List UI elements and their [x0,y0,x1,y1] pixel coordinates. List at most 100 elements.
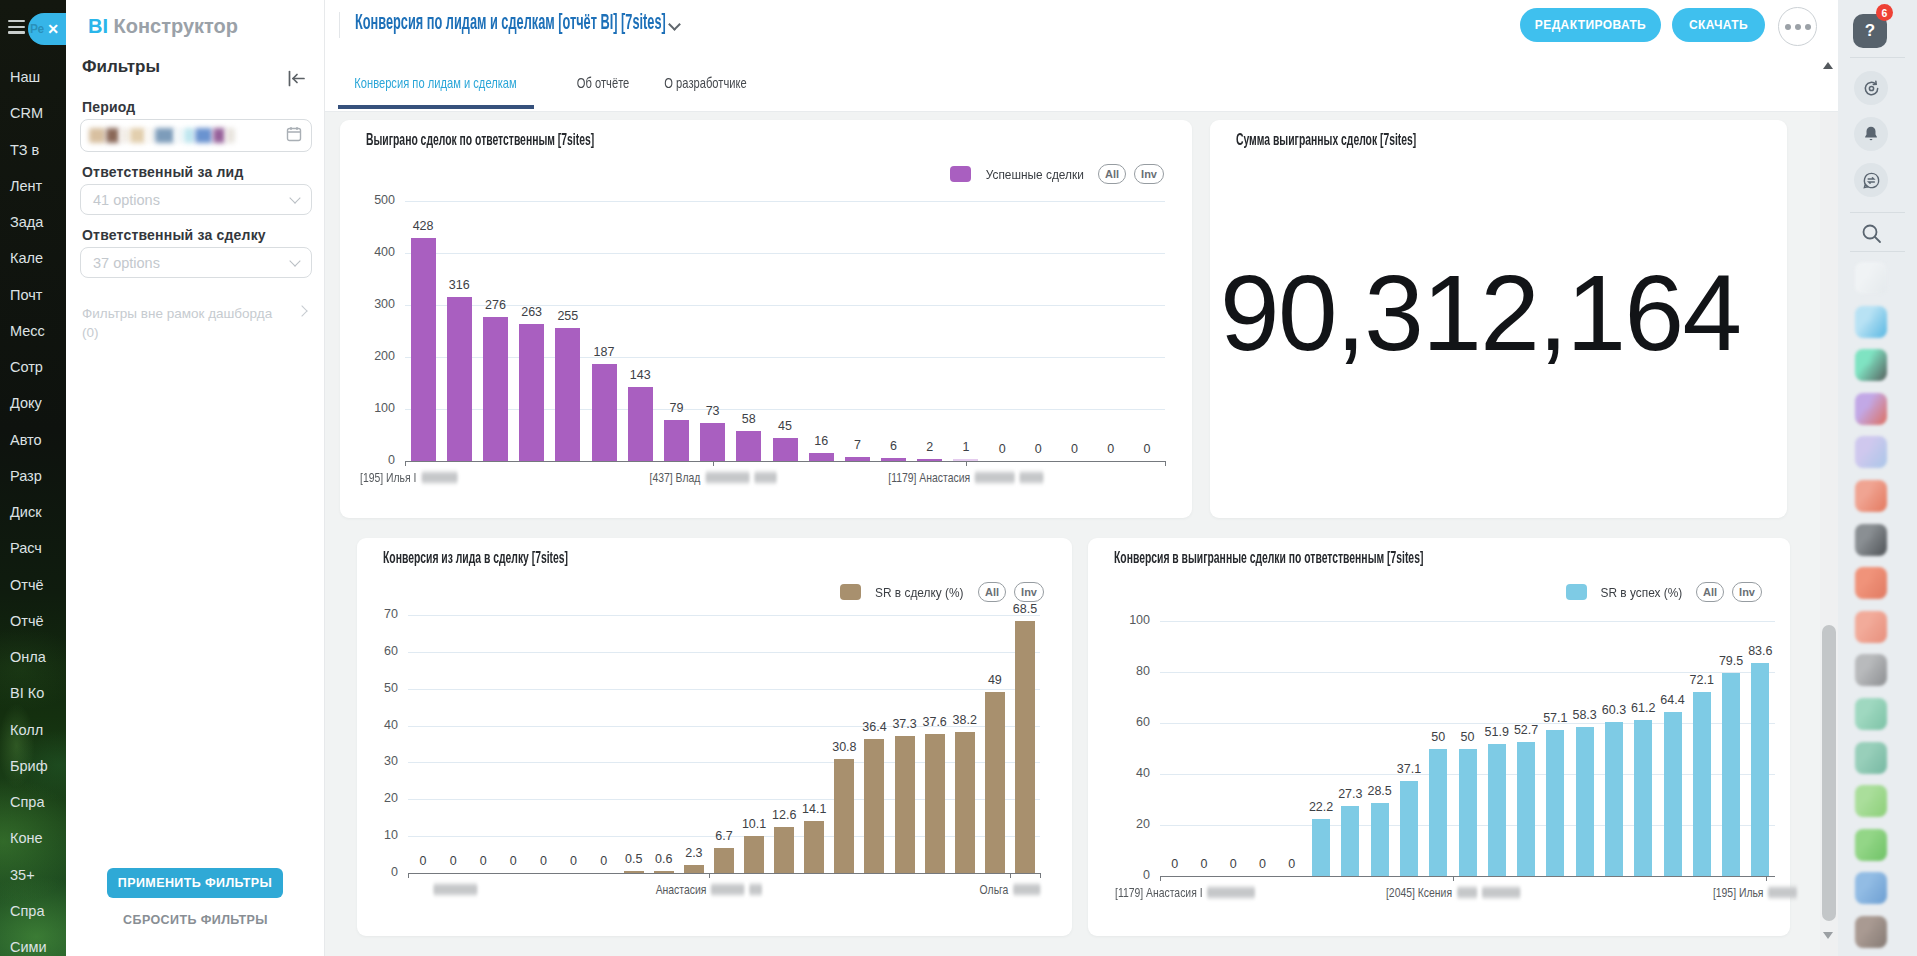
search-icon[interactable] [1860,222,1883,249]
edit-button[interactable]: РЕДАКТИРОВАТЬ [1520,8,1661,42]
bar [1015,621,1035,873]
sidebar-item[interactable]: Сотр [0,359,62,375]
sidebar-item[interactable]: Коне [0,830,62,846]
toggle-inv[interactable]: Inv [1014,582,1044,602]
toggle-all[interactable]: All [1098,164,1126,184]
scrollbar-thumb[interactable] [1822,625,1836,921]
collapse-panel-icon[interactable] [287,70,306,91]
sidebar-item[interactable]: 35+ [0,867,62,883]
bar-value-label: 6.7 [702,829,746,843]
avatar[interactable] [1855,872,1887,904]
download-button[interactable]: СКАЧАТЬ [1672,8,1765,42]
chevron-down-icon [289,192,300,203]
period-value-blur [184,128,194,143]
sidebar-item[interactable]: Спра [0,903,62,919]
more-options-button[interactable] [1778,7,1817,46]
bar-value-label: 0 [1270,857,1314,871]
avatar[interactable] [1855,916,1887,948]
legend-label: SR в сделку (%) [876,585,964,600]
toggle-inv[interactable]: Inv [1732,582,1762,602]
toggle-all[interactable]: All [978,582,1006,602]
y-tick-label: 300 [340,297,395,311]
title-chevron-icon[interactable] [668,18,681,31]
x-axis-label: [437] Влад [649,470,776,485]
reset-filters-button[interactable]: СБРОСИТЬ ФИЛЬТРЫ [66,913,325,927]
avatar[interactable] [1855,436,1887,468]
notifications-button[interactable] [1854,117,1888,151]
sidebar-item[interactable]: Месс [0,323,62,339]
avatar[interactable] [1855,524,1887,556]
outside-filters-link[interactable]: Фильтры вне рамок дашборда (0) [82,304,310,342]
sidebar-item[interactable]: Бриф [0,758,62,774]
bar [684,865,704,873]
sidebar-item[interactable]: Отчё [0,613,62,629]
avatar[interactable] [1855,829,1887,861]
filters-title: Фильтры [82,57,160,77]
chart-legend: SR в успех (%)AllInv [1566,582,1762,602]
history-button[interactable] [1854,71,1888,105]
menu-icon[interactable] [8,20,25,37]
blurred-name [1768,887,1797,898]
toggle-all[interactable]: All [1696,582,1724,602]
sidebar-item[interactable]: Наш [0,69,62,85]
avatar[interactable] [1855,393,1887,425]
sidebar-item[interactable]: Отчё [0,577,62,593]
gridline [408,689,1040,690]
apply-filters-button[interactable]: ПРИМЕНИТЬ ФИЛЬТРЫ [107,868,283,898]
deal-owner-select[interactable]: 37 options [80,247,312,278]
chevron-down-icon [289,255,300,266]
x-axis-tick [1165,461,1166,466]
sidebar-item[interactable]: ТЗ в [0,142,62,158]
y-tick-label: 0 [1088,868,1150,882]
sidebar-item[interactable]: CRM [0,105,62,121]
avatar[interactable] [1855,480,1887,512]
avatar[interactable] [1855,611,1887,643]
sidebar-item[interactable]: Почт [0,287,62,303]
avatar[interactable] [1855,262,1887,294]
page-header: Конверсия по лидам и сделкам [отчёт BI] … [325,0,1838,112]
bar [592,364,617,461]
sidebar-item[interactable]: Разр [0,468,62,484]
chat-button[interactable] [1854,163,1888,197]
tab-conversion[interactable]: Конверсия по лидам и сделкам [338,58,534,108]
avatar[interactable] [1855,654,1887,686]
avatar[interactable] [1855,349,1887,381]
page-title[interactable]: Конверсия по лидам и сделкам [отчёт BI] … [355,9,666,35]
sidebar-item[interactable]: Колл [0,722,62,738]
avatar[interactable] [1855,742,1887,774]
period-input[interactable] [80,119,312,152]
sidebar-item[interactable]: Зада [0,214,62,230]
bar [624,871,644,873]
avatar[interactable] [1855,306,1887,338]
filters-panel: BI Конструктор Фильтры Период Ответствен… [66,0,325,956]
x-axis-tick [1010,873,1011,878]
lead-owner-select[interactable]: 41 options [80,184,312,215]
sidebar-item[interactable]: Расч [0,540,62,556]
avatar[interactable] [1855,698,1887,730]
sidebar-item[interactable]: Сими [0,939,62,955]
scroll-down-arrow[interactable] [1823,932,1833,939]
sidebar-item[interactable]: Кале [0,250,62,266]
blurred-name [754,472,776,483]
sidebar-item[interactable]: Спра [0,794,62,810]
y-tick-label: 0 [340,453,395,467]
bar [864,739,884,873]
avatar[interactable] [1855,567,1887,599]
app-sidebar: Ре ✕ Наш CRM ТЗ в Лент Зада Кале Почт Месс Сотр Д… [0,0,66,956]
sidebar-item[interactable]: BI Ко [0,685,62,701]
sidebar-item[interactable]: Доку [0,395,62,411]
bar [955,732,975,873]
sidebar-item[interactable]: Онла [0,649,62,665]
scroll-up-arrow[interactable] [1823,62,1833,69]
tab-about-developer[interactable]: О разработчике [647,58,763,108]
x-axis-label: [2045] Ксения [1386,885,1520,900]
close-button[interactable]: Ре ✕ [28,13,66,45]
toggle-inv[interactable]: Inv [1134,164,1164,184]
sidebar-item[interactable]: Авто [0,432,62,448]
sidebar-item[interactable]: Лент [0,178,62,194]
tab-about-report[interactable]: Об отчёте [558,58,648,108]
sidebar-item[interactable]: Диск [0,504,62,520]
calendar-icon [286,126,302,146]
avatar[interactable] [1855,785,1887,817]
bar-value-label: 316 [437,278,481,292]
